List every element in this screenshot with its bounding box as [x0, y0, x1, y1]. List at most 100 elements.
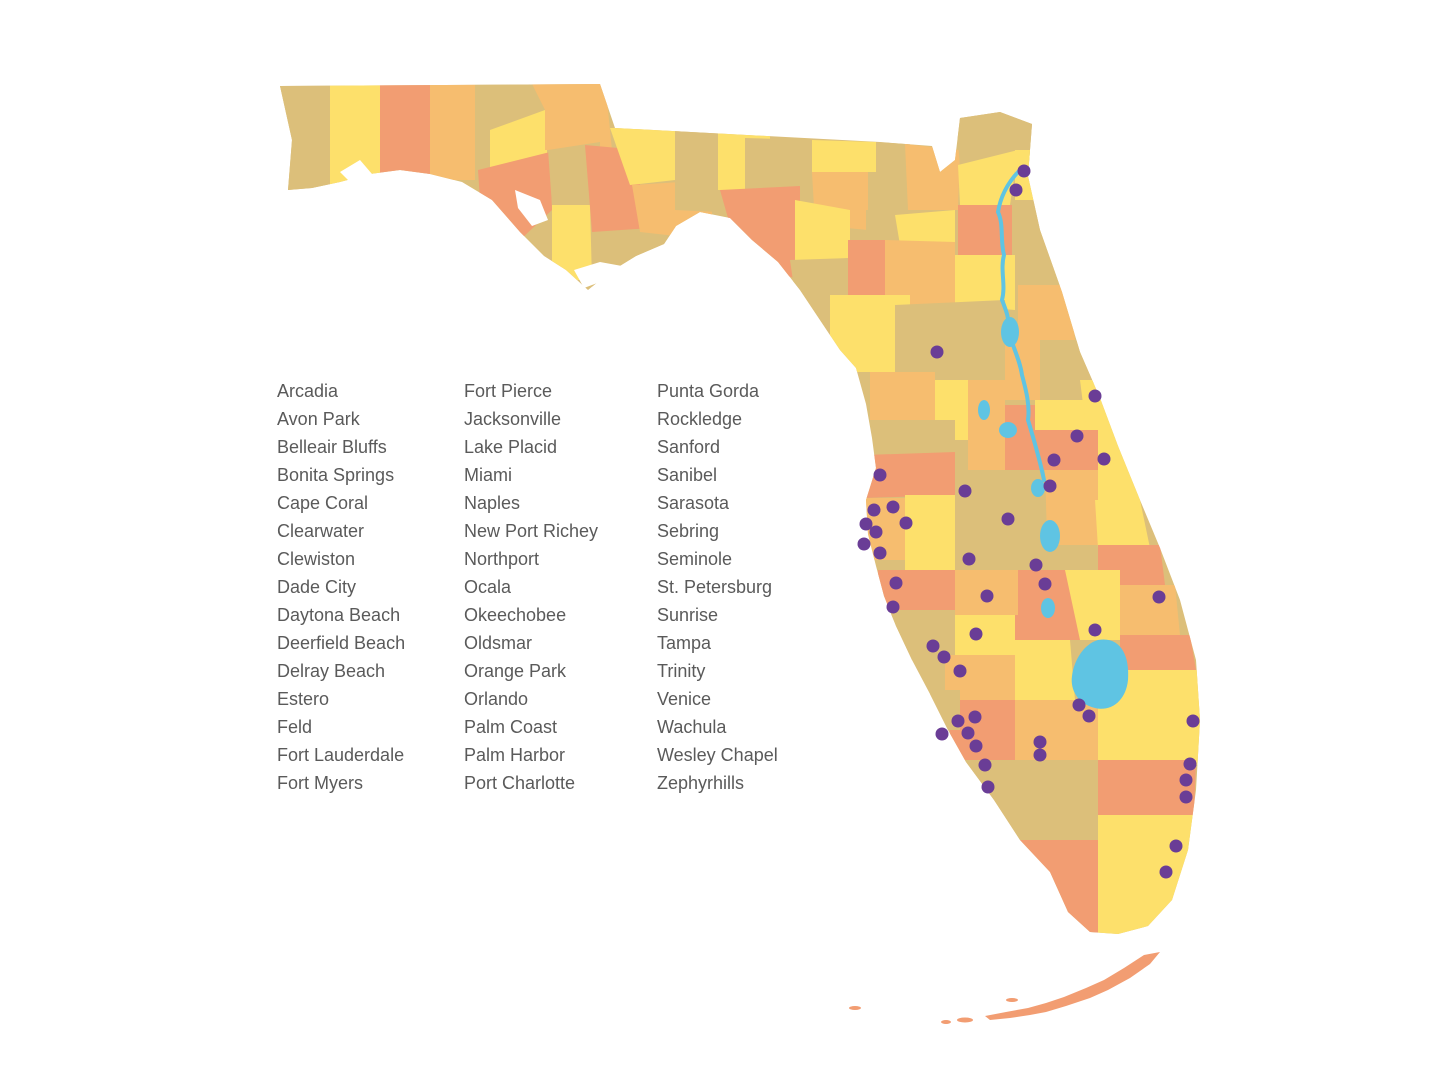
city-marker	[1088, 389, 1102, 403]
city-list-item: Arcadia	[277, 381, 339, 401]
city-marker	[886, 500, 900, 514]
city-list-item: Deerfield Beach	[277, 633, 406, 653]
city-marker	[1033, 748, 1047, 762]
city-list-item: Belleair Bluffs	[277, 437, 387, 457]
city-list-item: Okeechobee	[464, 605, 567, 625]
city-list-item: Punta Gorda	[657, 381, 760, 401]
city-markers	[857, 164, 1200, 879]
city-list-item: Palm Coast	[464, 717, 558, 737]
city-marker	[951, 714, 965, 728]
city-list-item: Oldsmar	[464, 633, 533, 653]
city-marker	[873, 468, 887, 482]
city-marker	[1038, 577, 1052, 591]
city-list-item: Lake Placid	[464, 437, 558, 457]
city-list-item: Sebring	[657, 521, 720, 541]
city-list-column-3: Punta Gorda Rockledge Sanford Sanibel Saraso…	[657, 377, 778, 797]
city-marker	[899, 516, 913, 530]
city-marker	[1043, 479, 1057, 493]
city-list-item: Fort Pierce	[464, 381, 553, 401]
city-marker	[937, 650, 951, 664]
panhandle-bays	[340, 160, 622, 288]
city-list-item: Clewiston	[277, 549, 356, 569]
city-list-item: Palm Harbor	[464, 745, 566, 765]
city-list-item: Venice	[657, 689, 712, 709]
city-marker	[1033, 735, 1047, 749]
city-list-item: St. Petersburg	[657, 577, 773, 597]
city-list-item: Fort Lauderdale	[277, 745, 405, 765]
city-list-item: Tampa	[657, 633, 712, 653]
city-list-item: Port Charlotte	[464, 773, 576, 793]
city-marker	[1082, 709, 1096, 723]
city-marker	[857, 537, 871, 551]
city-marker	[873, 546, 887, 560]
city-list-item: Jacksonville	[464, 409, 562, 429]
city-list-item: Estero	[277, 689, 330, 709]
city-marker	[867, 503, 881, 517]
city-marker	[889, 576, 903, 590]
city-marker	[1179, 790, 1193, 804]
city-list-item: Avon Park	[277, 409, 360, 429]
city-marker	[859, 517, 873, 531]
city-marker	[886, 600, 900, 614]
city-list-column-1: Arcadia Avon Park Belleair Bluffs Bonita Sp…	[277, 377, 405, 797]
city-marker	[1186, 714, 1200, 728]
city-list-item: Cape Coral	[277, 493, 369, 513]
city-marker	[953, 664, 967, 678]
city-list-item: Rockledge	[657, 409, 743, 429]
city-marker	[1029, 558, 1043, 572]
city-list-item: Seminole	[657, 549, 733, 569]
city-marker	[981, 780, 995, 794]
city-marker	[1159, 865, 1173, 879]
city-list-item: Dade City	[277, 577, 357, 597]
city-list-item: Feld	[277, 717, 313, 737]
city-list-item: Daytona Beach	[277, 605, 401, 625]
city-list-item: Trinity	[657, 661, 706, 681]
city-marker	[1169, 839, 1183, 853]
city-list-item: Orlando	[464, 689, 529, 709]
city-list-item: Sanibel	[657, 465, 718, 485]
city-list-column-2: Fort Pierce Jacksonville Lake Placid Miami N…	[464, 377, 598, 797]
city-marker	[926, 639, 940, 653]
city-marker	[1097, 452, 1111, 466]
city-marker	[962, 552, 976, 566]
city-marker	[935, 727, 949, 741]
city-list-item: Bonita Springs	[277, 465, 395, 485]
city-list-item: Orange Park	[464, 661, 567, 681]
city-marker	[969, 627, 983, 641]
city-list-item: Clearwater	[277, 521, 365, 541]
city-list-item: Northport	[464, 549, 540, 569]
city-marker	[1152, 590, 1166, 604]
city-marker	[1070, 429, 1084, 443]
city-marker	[1088, 623, 1102, 637]
city-list-item: Sanford	[657, 437, 721, 457]
city-marker	[968, 710, 982, 724]
city-list-item: Ocala	[464, 577, 512, 597]
city-list-item: Sunrise	[657, 605, 719, 625]
city-marker	[1179, 773, 1193, 787]
city-marker	[1017, 164, 1031, 178]
city-marker	[1183, 757, 1197, 771]
city-marker	[1072, 698, 1086, 712]
city-marker	[961, 726, 975, 740]
city-marker	[969, 739, 983, 753]
florida-keys	[849, 952, 1160, 1024]
water-features	[978, 168, 1129, 709]
city-list-item: Delray Beach	[277, 661, 386, 681]
city-marker	[1001, 512, 1015, 526]
city-list-item: Fort Myers	[277, 773, 364, 793]
city-list-item: Wesley Chapel	[657, 745, 778, 765]
city-list-item: Sarasota	[657, 493, 730, 513]
city-list-item: Wachula	[657, 717, 727, 737]
city-marker	[980, 589, 994, 603]
city-marker	[869, 525, 883, 539]
city-marker	[930, 345, 944, 359]
city-list-item: Naples	[464, 493, 521, 513]
city-marker	[1047, 453, 1061, 467]
city-list-item: Miami	[464, 465, 512, 485]
city-marker	[978, 758, 992, 772]
city-marker	[958, 484, 972, 498]
city-marker	[1009, 183, 1023, 197]
city-list-item: New Port Richey	[464, 521, 599, 541]
